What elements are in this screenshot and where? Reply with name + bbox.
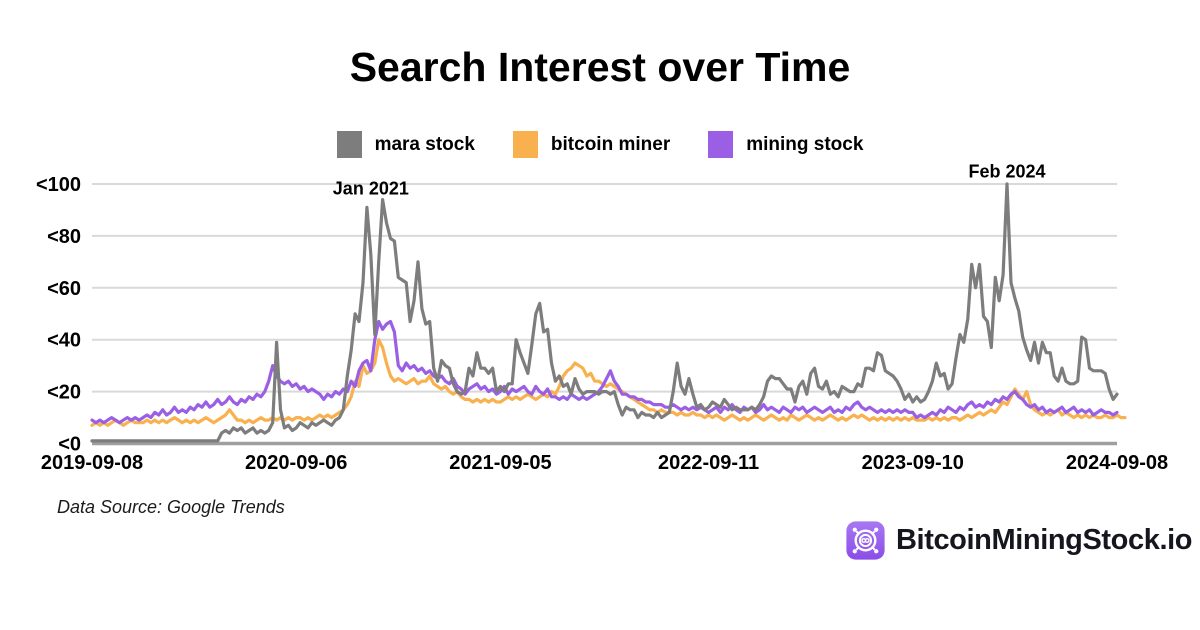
data-source-note: Data Source: Google Trends — [57, 497, 285, 517]
x-tick-label: 2021-09-05 — [449, 452, 551, 474]
y-tick-label: <80 — [47, 226, 81, 248]
y-tick-label: <100 — [36, 174, 81, 196]
legend-swatch-mining-stock — [708, 131, 734, 158]
legend-label-bitcoin-miner: bitcoin miner — [550, 133, 671, 155]
x-tick-label: 2019-09-08 — [41, 452, 143, 474]
legend-item-bitcoin-miner: bitcoin miner — [512, 131, 671, 158]
y-tick-label: <20 — [47, 382, 81, 404]
annotation-feb-2024: Feb 2024 — [969, 162, 1046, 182]
chart-legend: mara stock bitcoin miner mining stock — [0, 131, 1200, 158]
x-tick-label: 2023-09-10 — [862, 452, 964, 474]
series-line-mining-stock — [90, 319, 1119, 425]
series-line-bitcoin-miner — [90, 338, 1127, 427]
chart-title: Search Interest over Time — [349, 44, 851, 90]
annotation-jan-2021: Jan 2021 — [333, 178, 409, 198]
legend-label-mara-stock: mara stock — [374, 133, 475, 155]
x-tick-label: 2024-09-08 — [1066, 452, 1168, 474]
y-tick-label: <40 — [47, 330, 81, 352]
x-tick-label: 2022-09-11 — [658, 452, 759, 474]
legend-label-mining-stock: mining stock — [746, 133, 864, 155]
brand-logo: BitcoinMiningStock.io — [845, 520, 1192, 561]
legend-item-mining-stock: mining stock — [708, 131, 863, 158]
legend-item-mara-stock: mara stock — [336, 131, 475, 158]
x-tick-label: 2020-09-06 — [245, 452, 347, 474]
legend-swatch-mara-stock — [336, 131, 362, 158]
legend-swatch-bitcoin-miner — [512, 131, 538, 158]
series-line-mara-stock — [90, 182, 1119, 443]
y-tick-label: <60 — [47, 278, 81, 300]
miner-fan-icon — [846, 521, 885, 560]
brand-name: BitcoinMiningStock.io — [896, 524, 1193, 556]
y-tick-label: <0 — [58, 434, 81, 456]
